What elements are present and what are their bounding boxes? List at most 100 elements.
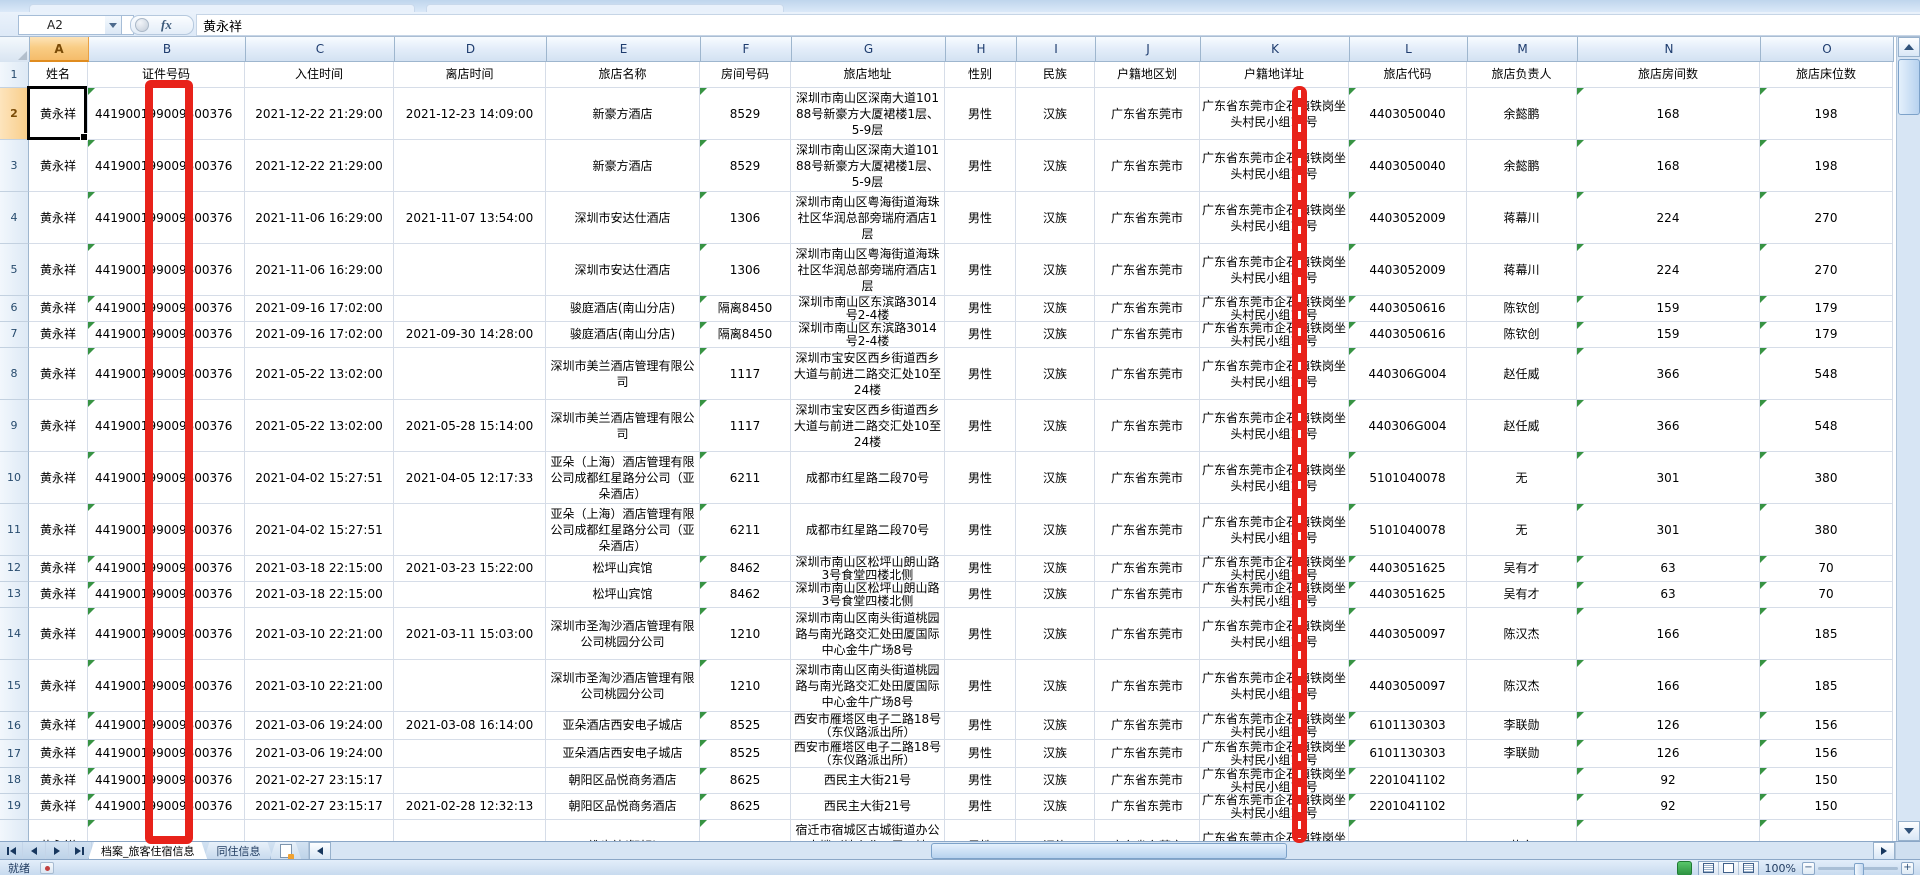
cell-I9[interactable]: 汉族 xyxy=(1016,400,1095,452)
cell-A8[interactable]: 黄永祥 xyxy=(29,348,88,400)
cell-O18[interactable]: 150 xyxy=(1760,768,1893,794)
cell-C18[interactable]: 2021-02-27 23:15:17 xyxy=(245,768,394,794)
cell-K7[interactable]: 广东省东莞市企石镇铁岗坐头村民小组10号 xyxy=(1200,322,1349,348)
cell-K19[interactable]: 广东省东莞市企石镇铁岗坐头村民小组10号 xyxy=(1200,794,1349,820)
column-header-E[interactable]: E xyxy=(547,37,701,62)
zoom-in-button[interactable]: + xyxy=(1901,861,1914,875)
cell-C7[interactable]: 2021-09-16 17:02:00 xyxy=(245,322,394,348)
cell-F15[interactable]: 1210 xyxy=(700,660,791,712)
cell-A16[interactable]: 黄永祥 xyxy=(29,712,88,740)
cell-N19[interactable]: 92 xyxy=(1577,794,1760,820)
cell-B12[interactable]: 441900199009300376 xyxy=(88,556,245,582)
cell-D10[interactable]: 2021-04-05 12:17:33 xyxy=(394,452,546,504)
cell-J8[interactable]: 广东省东莞市 xyxy=(1095,348,1200,400)
cell-K5[interactable]: 广东省东莞市企石镇铁岗坐头村民小组10号 xyxy=(1200,244,1349,296)
cell-J19[interactable]: 广东省东莞市 xyxy=(1095,794,1200,820)
cell-B9[interactable]: 441900199009300376 xyxy=(88,400,245,452)
cell-K17[interactable]: 广东省东莞市企石镇铁岗坐头村民小组10号 xyxy=(1200,740,1349,768)
cell-C12[interactable]: 2021-03-18 22:15:00 xyxy=(245,556,394,582)
cell-E14[interactable]: 深圳市圣淘沙酒店管理有限公司桃园分公司 xyxy=(546,608,700,660)
cell-N17[interactable]: 126 xyxy=(1577,740,1760,768)
cell-D11[interactable] xyxy=(394,504,546,556)
cell-A5[interactable]: 黄永祥 xyxy=(29,244,88,296)
column-header-H[interactable]: H xyxy=(946,37,1017,62)
cell-F10[interactable]: 6211 xyxy=(700,452,791,504)
row-header-8[interactable]: 8 xyxy=(0,348,29,400)
cell-K13[interactable]: 广东省东莞市企石镇铁岗坐头村民小组10号 xyxy=(1200,582,1349,608)
cell-O20[interactable]: 130 xyxy=(1760,820,1893,841)
zoom-percentage[interactable]: 100% xyxy=(1764,861,1796,875)
sheet-tab-inactive[interactable]: 同住信息 xyxy=(204,842,274,860)
cell-M4[interactable]: 蒋幕川 xyxy=(1467,192,1577,244)
cell-D18[interactable] xyxy=(394,768,546,794)
cell-N13[interactable]: 63 xyxy=(1577,582,1760,608)
select-all-button[interactable] xyxy=(0,37,30,63)
cell-H9[interactable]: 男性 xyxy=(945,400,1016,452)
cell-G6[interactable]: 深圳市南山区东滨路3014号2-4楼 xyxy=(791,296,945,322)
cell-I3[interactable]: 汉族 xyxy=(1016,140,1095,192)
cell-G4[interactable]: 深圳市南山区粤海街道海珠社区华润总部旁瑞府酒店1层 xyxy=(791,192,945,244)
cell-G12[interactable]: 深圳市南山区松坪山朗山路3号食堂四楼北侧 xyxy=(791,556,945,582)
cell-G13[interactable]: 深圳市南山区松坪山朗山路3号食堂四楼北侧 xyxy=(791,582,945,608)
cell-H1[interactable]: 性别 xyxy=(945,62,1016,88)
cell-D16[interactable]: 2021-03-08 16:14:00 xyxy=(394,712,546,740)
cell-L11[interactable]: 5101040078 xyxy=(1349,504,1467,556)
cell-M8[interactable]: 赵任威 xyxy=(1467,348,1577,400)
cell-C2[interactable]: 2021-12-22 21:29:00 xyxy=(245,88,394,140)
cell-L8[interactable]: 440306G004 xyxy=(1349,348,1467,400)
cell-C3[interactable]: 2021-12-22 21:29:00 xyxy=(245,140,394,192)
cell-N10[interactable]: 301 xyxy=(1577,452,1760,504)
column-header-I[interactable]: I xyxy=(1017,37,1096,62)
cell-L16[interactable]: 6101130303 xyxy=(1349,712,1467,740)
vertical-scroll-thumb[interactable] xyxy=(1898,59,1920,115)
cell-A19[interactable]: 黄永祥 xyxy=(29,794,88,820)
cell-A1[interactable]: 姓名 xyxy=(29,62,88,88)
cell-L3[interactable]: 4403050040 xyxy=(1349,140,1467,192)
cell-M17[interactable]: 李联勋 xyxy=(1467,740,1577,768)
column-header-D[interactable]: D xyxy=(395,37,547,62)
cell-B7[interactable]: 441900199009300376 xyxy=(88,322,245,348)
row-header-6[interactable]: 6 xyxy=(0,296,29,322)
cell-N4[interactable]: 224 xyxy=(1577,192,1760,244)
cell-L6[interactable]: 4403050616 xyxy=(1349,296,1467,322)
cell-L2[interactable]: 4403050040 xyxy=(1349,88,1467,140)
cell-A3[interactable]: 黄永祥 xyxy=(29,140,88,192)
cell-C8[interactable]: 2021-05-22 13:02:00 xyxy=(245,348,394,400)
cell-F12[interactable]: 8462 xyxy=(700,556,791,582)
cell-H10[interactable]: 男性 xyxy=(945,452,1016,504)
row-header-13[interactable]: 13 xyxy=(0,582,29,608)
cell-C13[interactable]: 2021-03-18 22:15:00 xyxy=(245,582,394,608)
cell-F2[interactable]: 8529 xyxy=(700,88,791,140)
cell-G20[interactable]: 宿迁市宿城区古城街道办公大楼（地上北一层、地上…） xyxy=(791,820,945,841)
vertical-scrollbar[interactable] xyxy=(1896,37,1920,841)
cell-D20[interactable] xyxy=(394,820,546,841)
cell-A17[interactable]: 黄永祥 xyxy=(29,740,88,768)
column-header-F[interactable]: F xyxy=(701,37,792,62)
cell-D12[interactable]: 2021-03-23 15:22:00 xyxy=(394,556,546,582)
formula-input[interactable]: 黄永祥 xyxy=(196,14,1920,36)
cell-N1[interactable]: 旅店房间数 xyxy=(1577,62,1760,88)
cell-H3[interactable]: 男性 xyxy=(945,140,1016,192)
row-header-3[interactable]: 3 xyxy=(0,140,29,192)
cell-H5[interactable]: 男性 xyxy=(945,244,1016,296)
cell-D9[interactable]: 2021-05-28 15:14:00 xyxy=(394,400,546,452)
cell-O2[interactable]: 198 xyxy=(1760,88,1893,140)
cell-B19[interactable]: 441900199009300376 xyxy=(88,794,245,820)
horizontal-scrollbar[interactable] xyxy=(307,842,1895,860)
cell-A4[interactable]: 黄永祥 xyxy=(29,192,88,244)
cell-K16[interactable]: 广东省东莞市企石镇铁岗坐头村民小组10号 xyxy=(1200,712,1349,740)
cell-A14[interactable]: 黄永祥 xyxy=(29,608,88,660)
cell-E18[interactable]: 朝阳区品悦商务酒店 xyxy=(546,768,700,794)
cell-B10[interactable]: 441900199009300376 xyxy=(88,452,245,504)
cell-G18[interactable]: 西民主大街21号 xyxy=(791,768,945,794)
cell-B8[interactable]: 441900199009300376 xyxy=(88,348,245,400)
cell-M7[interactable]: 陈钦创 xyxy=(1467,322,1577,348)
cell-E6[interactable]: 骏庭酒店(南山分店) xyxy=(546,296,700,322)
cell-K1[interactable]: 户籍地详址 xyxy=(1200,62,1349,88)
cell-I15[interactable]: 汉族 xyxy=(1016,660,1095,712)
cell-B11[interactable]: 441900199009300376 xyxy=(88,504,245,556)
cell-H18[interactable]: 男性 xyxy=(945,768,1016,794)
column-header-J[interactable]: J xyxy=(1096,37,1201,62)
cell-N11[interactable]: 301 xyxy=(1577,504,1760,556)
cell-G8[interactable]: 深圳市宝安区西乡街道西乡大道与前进二路交汇处10至24楼 xyxy=(791,348,945,400)
